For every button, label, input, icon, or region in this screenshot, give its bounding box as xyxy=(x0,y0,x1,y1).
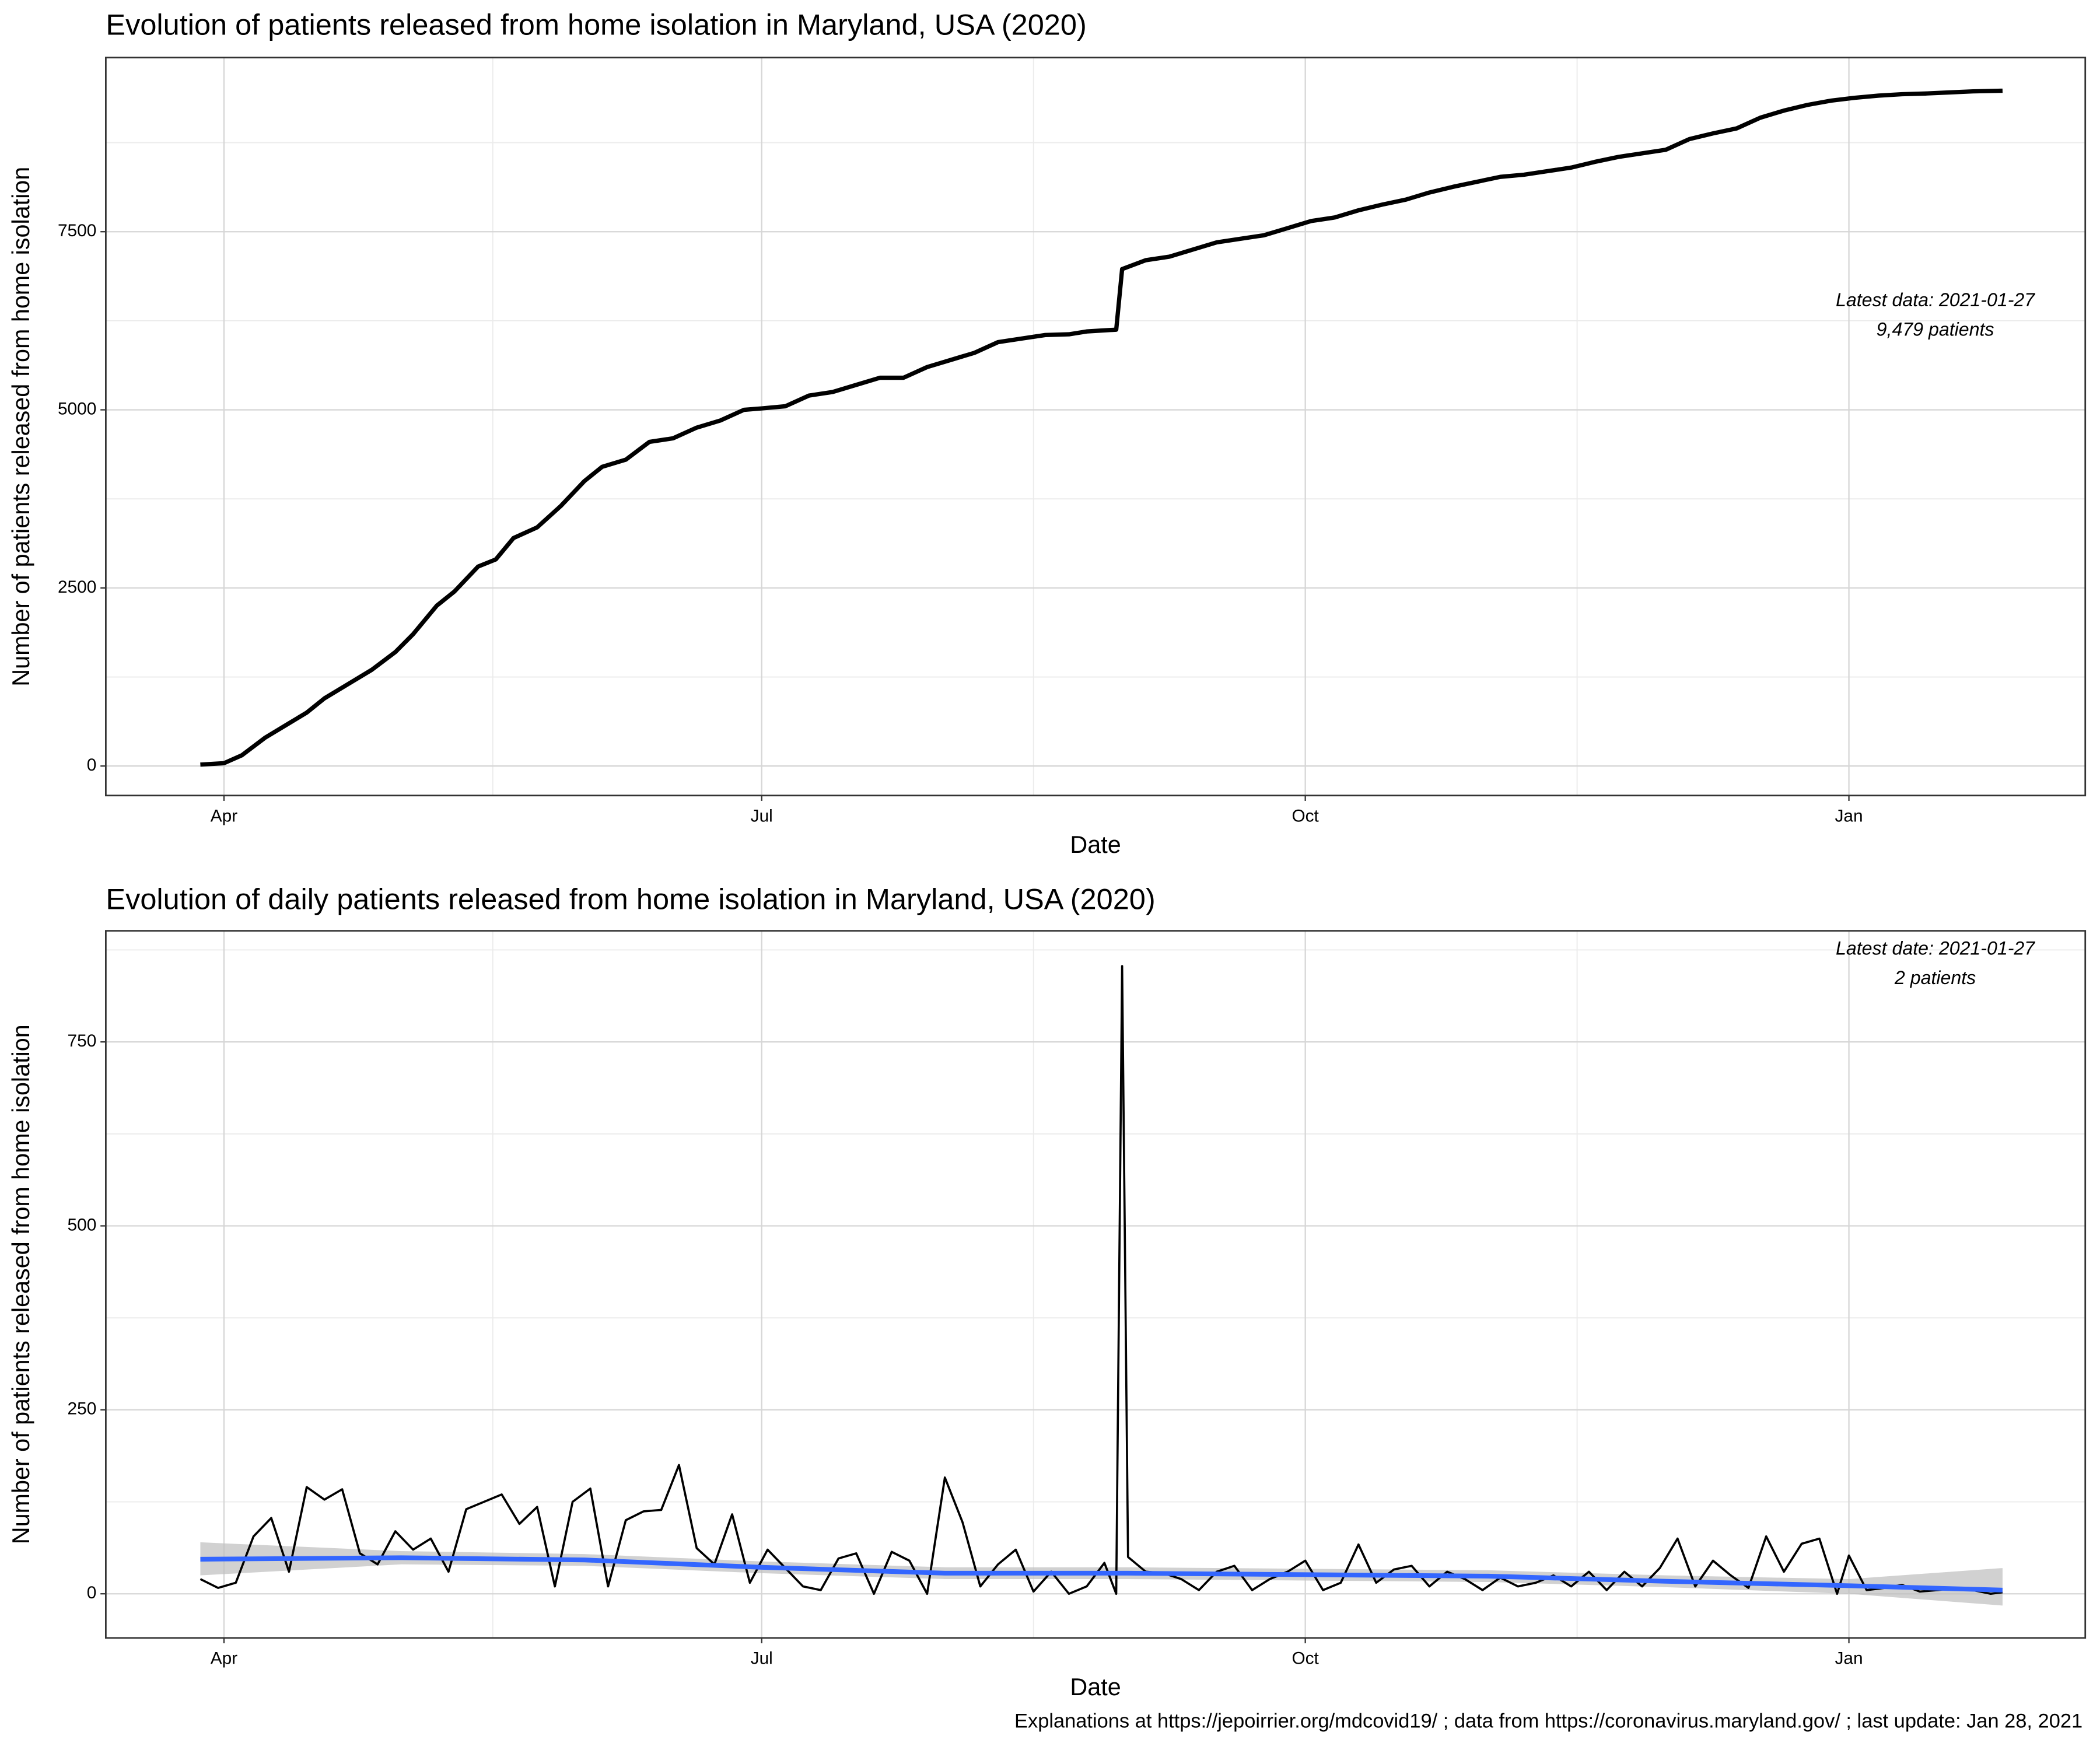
y-axis-title: Number of patients released from home is… xyxy=(8,1024,34,1544)
y-tick-label: 2500 xyxy=(58,578,96,597)
x-tick-label: Oct xyxy=(1292,1649,1319,1668)
x-tick-label: Jul xyxy=(751,806,773,825)
panel-border xyxy=(105,57,2087,797)
data-line xyxy=(200,965,2003,1595)
chart-title: Evolution of patients released from home… xyxy=(106,8,1086,41)
annotation: 2 patients xyxy=(1894,967,1976,988)
y-tick-label: 7500 xyxy=(58,221,96,240)
y-tick-label: 500 xyxy=(68,1215,97,1234)
x-tick-label: Jul xyxy=(751,1649,773,1668)
chart-title: Evolution of daily patients released fro… xyxy=(106,882,1155,915)
x-tick-label: Jan xyxy=(1835,1649,1863,1668)
data-line xyxy=(200,88,2003,767)
caption: Explanations at https://jepoirrier.org/m… xyxy=(1014,1710,2082,1732)
x-tick-label: Oct xyxy=(1292,806,1319,825)
y-tick-label: 0 xyxy=(87,1583,97,1602)
annotation: Latest data: 2021-01-27 xyxy=(1836,289,2035,310)
smooth-line xyxy=(200,1555,2003,1592)
x-axis-title: Date xyxy=(1070,1674,1121,1700)
y-axis-title: Number of patients released from home is… xyxy=(8,167,34,687)
x-tick-label: Apr xyxy=(211,1649,237,1668)
annotation: 9,479 patients xyxy=(1877,319,1994,340)
y-tick-label: 0 xyxy=(87,755,97,775)
panel-border xyxy=(105,930,2087,1639)
y-tick-label: 250 xyxy=(68,1399,97,1419)
annotation: Latest date: 2021-01-27 xyxy=(1836,937,2035,958)
y-tick-label: 750 xyxy=(68,1031,97,1051)
x-tick-label: Jan xyxy=(1835,806,1863,825)
x-axis-title: Date xyxy=(1070,831,1121,858)
x-tick-label: Apr xyxy=(211,806,237,825)
y-tick-label: 5000 xyxy=(58,399,96,418)
